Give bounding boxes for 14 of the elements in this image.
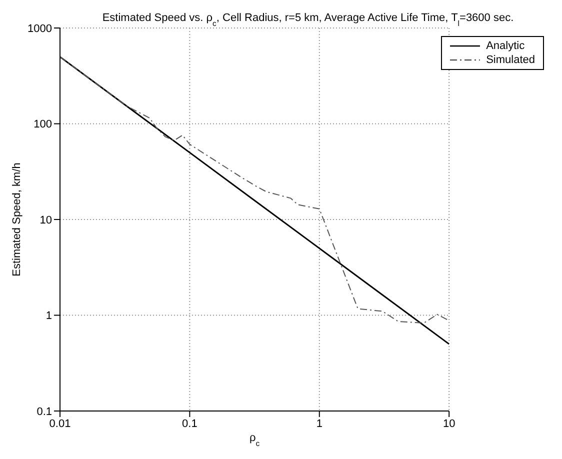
legend-label: Analytic	[486, 39, 525, 53]
x-axis-title: ρ$_{c}$	[249, 432, 260, 448]
y-tick-label: 1	[46, 310, 52, 322]
chart-title: Estimated Speed vs. ρ$_{c}$, Cell Radius, r=5 km, Average Active Life Time, T$_{l}$=3600 sec.	[102, 12, 514, 28]
y-tick-label: 100	[34, 118, 52, 131]
x-tick-label: 10	[442, 418, 456, 430]
x-tick-label: 0.01	[49, 418, 71, 430]
y-tick-label: 10	[40, 214, 52, 226]
legend-label: Simulated	[486, 53, 535, 67]
y-tick-label: 0.1	[36, 406, 52, 418]
y-axis-title: Estimated Speed, km/h	[10, 162, 23, 276]
x-tick-label: 1	[316, 418, 322, 430]
y-tick-label: 1000	[28, 22, 52, 35]
x-tick-label: 0.1	[182, 418, 198, 430]
